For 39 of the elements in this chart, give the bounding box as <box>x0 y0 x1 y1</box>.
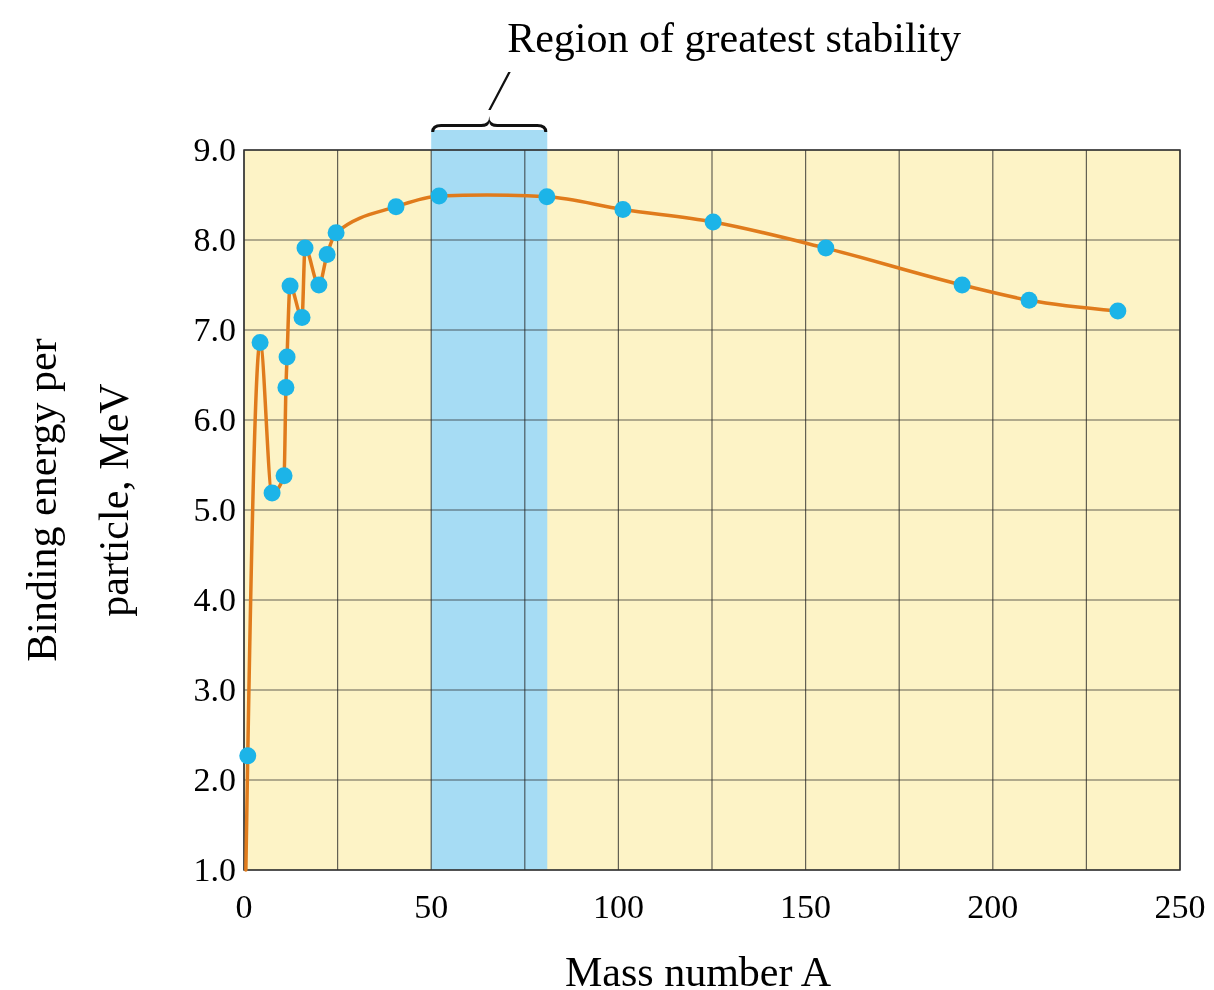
x-tick-label: 50 <box>414 888 449 925</box>
point <box>1109 302 1127 320</box>
point <box>538 188 556 206</box>
y-tick-label: 5.0 <box>193 491 236 528</box>
y-tick-label: 1.0 <box>193 851 236 888</box>
x-tick-label: 150 <box>780 888 832 925</box>
x-tick-label: 100 <box>592 888 644 925</box>
point <box>251 334 269 352</box>
point <box>278 348 296 366</box>
point <box>953 276 971 294</box>
point <box>275 467 293 485</box>
y-tick-label: 4.0 <box>193 581 236 618</box>
point <box>430 187 448 205</box>
y-tick-label: 8.0 <box>193 221 236 258</box>
y-tick-label: 2.0 <box>193 761 236 798</box>
y-tick-label: 3.0 <box>193 671 236 708</box>
point <box>263 484 281 502</box>
y-tick-label: 7.0 <box>193 311 236 348</box>
y-tick-label: 9.0 <box>193 131 236 168</box>
point <box>277 379 295 397</box>
x-tick-label: 200 <box>967 888 1019 925</box>
point <box>293 308 311 326</box>
band-label: Region of greatest stability <box>507 15 961 61</box>
point <box>1020 291 1038 309</box>
point <box>327 224 345 242</box>
point <box>387 198 405 216</box>
x-axis-title: Mass number A <box>565 949 832 990</box>
point <box>310 276 328 294</box>
y-tick-label: 6.0 <box>193 401 236 438</box>
point <box>614 200 632 218</box>
point <box>281 277 299 295</box>
point <box>296 239 314 257</box>
point <box>817 239 835 257</box>
point <box>704 213 722 231</box>
x-tick-label: 0 <box>235 888 253 925</box>
point <box>318 245 336 263</box>
y-axis-title: Binding energy per particle, MeV <box>19 338 137 662</box>
point <box>239 747 257 765</box>
x-tick-label: 250 <box>1154 888 1206 925</box>
